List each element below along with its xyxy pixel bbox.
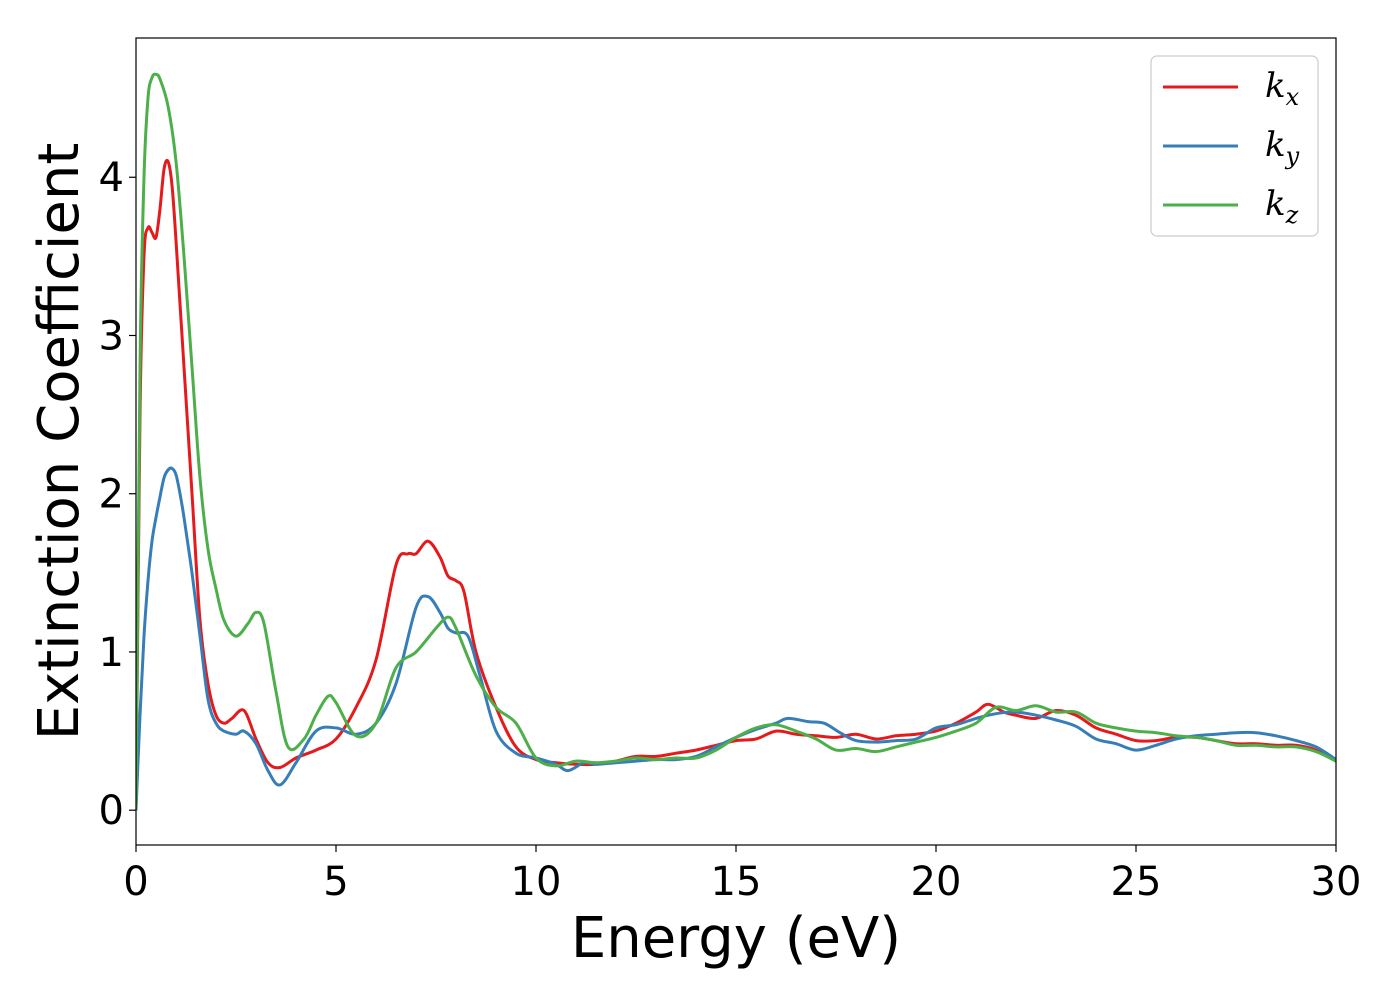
series-layer <box>136 72 1336 811</box>
x-tick-label: 30 <box>1311 859 1362 905</box>
y-tick-label: 0 <box>99 788 124 834</box>
x-tick-label: 20 <box>911 859 962 905</box>
series-line-z <box>136 72 1336 811</box>
y-axis-ticks: 0 1 2 3 4 <box>99 155 136 834</box>
y-tick-label: 2 <box>99 472 124 518</box>
x-tick-label: 5 <box>323 859 348 905</box>
y-tick-label: 1 <box>99 630 124 676</box>
x-tick-label: 15 <box>711 859 762 905</box>
x-tick-label: 25 <box>1111 859 1162 905</box>
y-tick-label: 3 <box>99 313 124 359</box>
x-tick-label: 10 <box>511 859 562 905</box>
x-axis-ticks: 0 5 10 15 20 25 30 <box>123 845 1361 905</box>
x-tick-label: 0 <box>123 859 148 905</box>
legend-label-x: kx <box>1265 66 1300 111</box>
legend-label-y: ky <box>1265 125 1300 170</box>
y-axis-label: Extinction Coefficient <box>27 143 92 741</box>
series-line-y <box>136 466 1336 811</box>
y-tick-label: 4 <box>99 155 124 201</box>
legend: kx ky kz <box>1150 55 1319 237</box>
legend-label-z: kz <box>1265 184 1299 229</box>
x-axis-label: Energy (eV) <box>571 906 901 971</box>
